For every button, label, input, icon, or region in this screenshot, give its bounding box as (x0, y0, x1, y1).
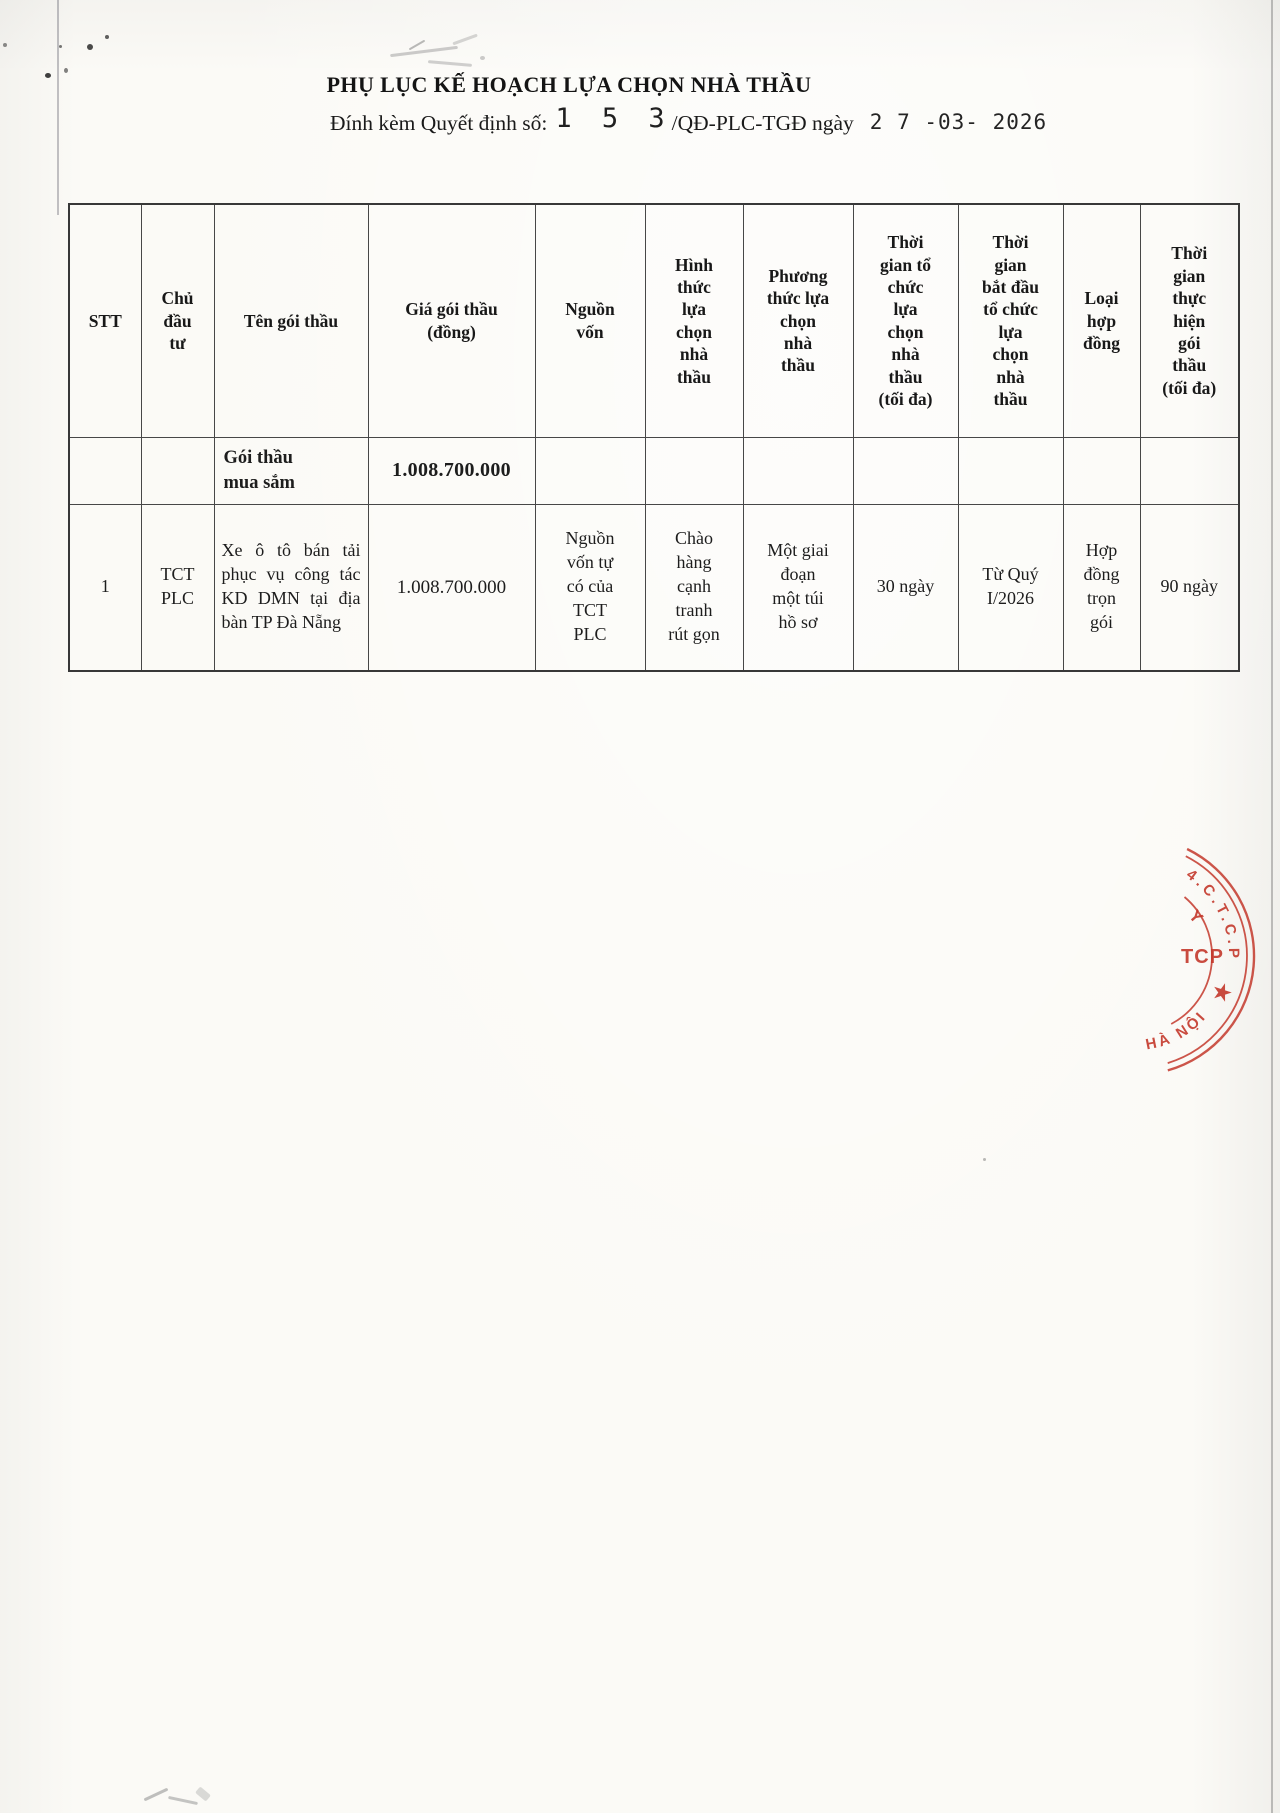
group-package-price: 1.008.700.000 (367, 436, 536, 505)
table-row: 1 TCT PLC Xe ô tô bán tải phục vụ công t… (68, 503, 1240, 672)
attachment-prefix: Đính kèm Quyết định số: (330, 111, 548, 135)
scan-smudge (480, 56, 485, 60)
scan-smudge (195, 1786, 211, 1802)
seal-star-icon: ★ (1209, 979, 1234, 1007)
empty-cell (68, 436, 142, 505)
seal-center-text: TCP (1181, 946, 1224, 968)
ink-speck (983, 1158, 986, 1161)
cell-ten-goi-thau: Xe ô tô bán tải phục vụ công tác KD DMN … (213, 503, 369, 672)
ink-speck (87, 44, 93, 50)
empty-cell (1139, 436, 1240, 505)
empty-cell (534, 436, 646, 505)
page-title: PHỤ LỤC KẾ HOẠCH LỰA CHỌN NHÀ THẦU (326, 72, 812, 97)
attachment-middle: /QĐ-PLC-TGĐ ngày (671, 111, 854, 135)
cell-thoi-gian-thuc-hien: 90 ngày (1139, 503, 1240, 672)
seal-rings (1167, 847, 1256, 1072)
empty-cell (852, 436, 959, 505)
scan-smudge (408, 39, 426, 51)
cell-gia-goi-thau: 1.008.700.000 (367, 503, 536, 672)
column-header-ten-goi-thau: Tên gói thầu (213, 203, 369, 438)
ink-speck (59, 45, 62, 48)
ink-speck (105, 35, 109, 39)
ink-speck (64, 68, 68, 73)
cell-phuong-thuc: Một giai đoạn một túi hồ sơ (742, 503, 854, 672)
decision-number-stamp: 1 5 3 (555, 103, 672, 134)
column-header-phuong-thuc: Phương thức lựa chọn nhà thầu (742, 203, 854, 438)
seal-arc-top-text: 4.C.T.C.P (1183, 866, 1242, 962)
ink-speck (45, 73, 51, 78)
date-stamp: 2 7 -03- 2026 (869, 110, 1048, 134)
cell-chu-dau-tu: TCT PLC (140, 503, 215, 672)
cell-thoi-gian-bat-dau: Từ Quý I/2026 (957, 503, 1064, 672)
cell-loai-hop-dong: Hợp đồng trọn gói (1062, 503, 1141, 672)
empty-cell (1062, 436, 1141, 505)
table-header-row: STT Chủ đầu tư Tên gói thầu Giá gói thầu… (68, 203, 1240, 438)
column-header-thoi-gian-to-chuc: Thời gian tổ chức lựa chọn nhà thầu (tối… (852, 203, 959, 438)
page-edge-line (1271, 0, 1273, 1813)
scan-smudge (143, 1787, 169, 1802)
scan-smudge (168, 1795, 198, 1806)
attachment-line: Đính kèm Quyết định số: 1 5 3/QĐ-PLC-TGĐ … (330, 103, 1048, 137)
cell-hinh-thuc: Chào hàng cạnh tranh rút gọn (644, 503, 744, 672)
empty-cell (644, 436, 744, 505)
scan-smudge (390, 45, 458, 58)
scan-smudge (427, 60, 473, 67)
column-header-chu-dau-tu: Chủ đầu tư (140, 203, 215, 438)
ink-speck (3, 43, 7, 47)
column-header-loai-hop-dong: Loại hợp đồng (1062, 203, 1141, 438)
empty-cell (742, 436, 854, 505)
seal-letter-y: Y (1185, 906, 1207, 928)
column-header-thoi-gian-thuc-hien: Thời gian thực hiện gói thầu (tối đa) (1139, 203, 1240, 438)
cell-nguon-von: Nguồn vốn tự có của TCT PLC (534, 503, 646, 672)
empty-cell (140, 436, 215, 505)
column-header-hinh-thuc: Hình thức lựa chọn nhà thầu (644, 203, 744, 438)
cell-thoi-gian-to-chuc: 30 ngày (852, 503, 959, 672)
procurement-plan-table: STT Chủ đầu tư Tên gói thầu Giá gói thầu… (68, 203, 1240, 672)
column-header-nguon-von: Nguồn vốn (534, 203, 646, 438)
company-seal-stamp-icon: 4.C.T.C.P HÀ NỘI Y TCP ★ (1144, 847, 1256, 1072)
scan-smudge (452, 33, 478, 45)
column-header-stt: STT (68, 203, 142, 438)
group-package-name: Gói thầu mua sắm (213, 436, 369, 505)
column-header-thoi-gian-bat-dau: Thời gian bắt đầu tổ chức lựa chọn nhà t… (957, 203, 1064, 438)
page-fold-line (57, 0, 59, 215)
cell-stt: 1 (68, 503, 142, 672)
group-summary-row: Gói thầu mua sắm 1.008.700.000 (68, 436, 1240, 505)
empty-cell (957, 436, 1064, 505)
seal-arc-bottom-text: HÀ NỘI (1144, 1007, 1210, 1053)
column-header-gia-goi-thau: Giá gói thầu (đồng) (367, 203, 536, 438)
